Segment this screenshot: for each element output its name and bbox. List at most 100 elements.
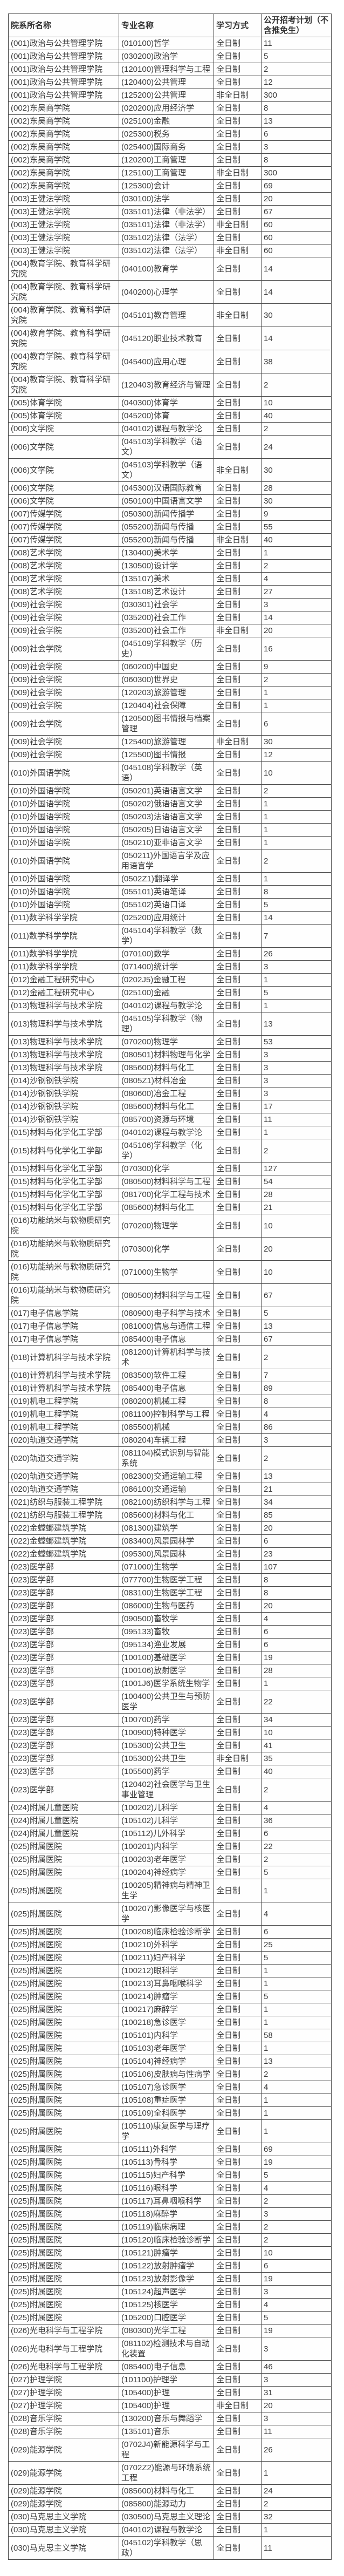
cell-study-mode: 全日制	[214, 520, 262, 534]
cell-plan-count: 5	[261, 898, 332, 912]
table-row: (006)文学院 (045103)学科教学（语文） 非全日制 30	[8, 458, 332, 482]
cell-plan-count: 2	[261, 2194, 332, 2208]
cell-plan-count: 11	[261, 2536, 332, 2560]
cell-study-mode: 全日制	[214, 1012, 262, 1036]
cell-plan-count: 30	[261, 735, 332, 749]
cell-study-mode: 全日制	[214, 784, 262, 798]
cell-department: (025)附属医院	[8, 2259, 119, 2273]
table-row: (010)外国语学院 (0502Z1)翻译学 全日制 1	[8, 872, 332, 886]
cell-department: (019)机电工程学院	[8, 1395, 119, 1408]
cell-department: (013)物理科学与技术学院	[8, 1012, 119, 1036]
table-row: (025)附属医院 (100201)内科学 全日制 22	[8, 1840, 332, 1853]
cell-department: (009)社会学院	[8, 699, 119, 712]
table-row: (006)文学院 (045300)汉语国际教育 全日制 28	[8, 481, 332, 495]
table-row: (030)马克思主义学院 (045102)学科教学（思政） 全日制 11	[8, 2536, 332, 2560]
cell-department: (004)教育学院、教育科学研究院	[8, 373, 119, 397]
cell-major: (070200)物理学	[119, 1214, 214, 1238]
cell-plan-count: 86	[261, 1420, 332, 1434]
cell-study-mode: 非全日制	[214, 303, 262, 327]
table-row: (009)社会学院 (045109)学科教学（历史） 全日制 16	[8, 637, 332, 661]
cell-major: (035101)法律（非法学）	[119, 205, 214, 219]
cell-plan-count: 8	[261, 101, 332, 115]
cell-plan-count: 3	[261, 1433, 332, 1447]
cell-plan-count: 46	[261, 2360, 332, 2374]
cell-plan-count: 1	[261, 1677, 332, 1690]
table-row: (025)附属医院 (105113)骨科学 全日制 19	[8, 2156, 332, 2169]
cell-major: (100201)内科学	[119, 1840, 214, 1853]
cell-study-mode: 全日制	[214, 1801, 262, 1814]
cell-study-mode: 全日制	[214, 280, 262, 304]
table-row: (008)艺术学院 (135107)美术 全日制 4	[8, 572, 332, 586]
cell-major: (081104)模式识别与智能系统	[119, 1446, 214, 1470]
cell-department: (025)附属医院	[8, 1977, 119, 1990]
table-row: (013)物理科学与技术学院 (070200)物理学 全日制 53	[8, 1035, 332, 1049]
table-row: (013)物理科学与技术学院 (045105)学科教学（物理） 全日制 13	[8, 1012, 332, 1036]
cell-major: (095134)渔业发展	[119, 1638, 214, 1651]
cell-study-mode: 全日制	[214, 559, 262, 573]
cell-major: (025100)金融	[119, 986, 214, 1000]
table-row: (025)附属医院 (100205)精神病与精神卫生学 全日制 1	[8, 1879, 332, 1902]
cell-department: (030)马克思主义学院	[8, 2536, 119, 2560]
cell-study-mode: 全日制	[214, 1964, 262, 1977]
cell-major: (035200)社会工作	[119, 624, 214, 637]
cell-plan-count: 10	[261, 2246, 332, 2260]
cell-department: (011)数学科学学院	[8, 960, 119, 974]
cell-study-mode: 全日制	[214, 1345, 262, 1369]
cell-plan-count: 26	[261, 2438, 332, 2462]
table-row: (004)教育学院、教育科学研究院 (045120)职业技术教育 全日制 14	[8, 327, 332, 350]
cell-study-mode: 全日制	[214, 2119, 262, 2143]
cell-study-mode: 全日制	[214, 686, 262, 699]
cell-plan-count: 2	[261, 559, 332, 573]
cell-study-mode: 全日制	[214, 1446, 262, 1470]
cell-major: (0702J4)新能源科学与工程	[119, 2438, 214, 2462]
cell-study-mode: 全日制	[214, 1320, 262, 1333]
table-row: (009)社会学院 (120404)社会保障 全日制 1	[8, 699, 332, 712]
cell-plan-count: 7	[261, 1369, 332, 1382]
cell-study-mode: 全日制	[214, 422, 262, 436]
cell-study-mode: 全日制	[214, 1534, 262, 1548]
cell-major: (0805Z1)材料冶金	[119, 1074, 214, 1088]
cell-study-mode: 全日制	[214, 179, 262, 193]
table-row: (010)外国语学院 (050205)日语语言文学 全日制 1	[8, 823, 332, 837]
cell-department: (022)金螳螂建筑学院	[8, 1521, 119, 1535]
table-row: (030)马克思主义学院 (030500)马克思主义理论 全日制 32	[8, 2510, 332, 2524]
cell-plan-count: 14	[261, 327, 332, 350]
cell-plan-count: 1	[261, 973, 332, 987]
cell-department: (017)电子信息学院	[8, 1307, 119, 1320]
cell-study-mode: 全日制	[214, 50, 262, 63]
cell-major: (040100)教育学	[119, 257, 214, 281]
cell-major: (130500)设计学	[119, 559, 214, 573]
table-row: (023)医学部 (1001J6)医学系统生物学 全日制 1	[8, 1677, 332, 1690]
table-row: (002)东吴商学院 (125100)工商管理 非全日制 300	[8, 166, 332, 180]
cell-major: (105106)皮肤病与性病学	[119, 2068, 214, 2081]
cell-department: (013)物理科学与技术学院	[8, 1061, 119, 1075]
cell-department: (007)传媒学院	[8, 533, 119, 547]
table-body: (001)政治与公共管理学院 (010100)哲学 全日制 11 (001)政治与公共管…	[8, 37, 332, 2560]
table-row: (025)附属医院 (105200)口腔医学 全日制 5	[8, 2311, 332, 2324]
cell-major: (105125)核医学	[119, 2298, 214, 2312]
cell-study-mode: 全日制	[214, 2106, 262, 2120]
cell-study-mode: 全日制	[214, 350, 262, 373]
cell-department: (028)音乐学院	[8, 2412, 119, 2425]
cell-plan-count: 6	[261, 1638, 332, 1651]
table-row: (010)外国语学院 (055101)英语笔译 全日制 8	[8, 885, 332, 899]
cell-plan-count: 28	[261, 1664, 332, 1677]
cell-study-mode: 全日制	[214, 1599, 262, 1613]
cell-department: (025)附属医院	[8, 2003, 119, 2016]
table-row: (018)计算机科学与技术学院 (083500)软件工程 全日制 7	[8, 1369, 332, 1382]
cell-plan-count: 14	[261, 911, 332, 925]
cell-department: (025)附属医院	[8, 1866, 119, 1879]
cell-department: (010)外国语学院	[8, 898, 119, 912]
table-row: (023)医学部 (120402)社会医学与卫生事业管理 全日制 2	[8, 1778, 332, 1802]
cell-plan-count: 5	[261, 50, 332, 63]
table-row: (023)医学部 (086000)生物与医药 全日制 20	[8, 1599, 332, 1613]
table-row: (026)光电科学与工程学院 (081102)检测技术与自动化装置 全日制 3	[8, 2337, 332, 2361]
table-row: (026)光电科学与工程学院 (085400)电子信息 全日制 46	[8, 2360, 332, 2374]
cell-study-mode: 全日制	[214, 494, 262, 508]
cell-major: (130200)音乐与舞蹈学	[119, 2412, 214, 2425]
cell-plan-count: 54	[261, 1175, 332, 1188]
cell-study-mode: 全日制	[214, 2438, 262, 2462]
cell-department: (025)附属医院	[8, 2119, 119, 2143]
table-row: (023)医学部 (095133)畜牧 全日制 6	[8, 1625, 332, 1639]
table-row: (025)附属医院 (105121)肿瘤学 全日制 10	[8, 2246, 332, 2260]
